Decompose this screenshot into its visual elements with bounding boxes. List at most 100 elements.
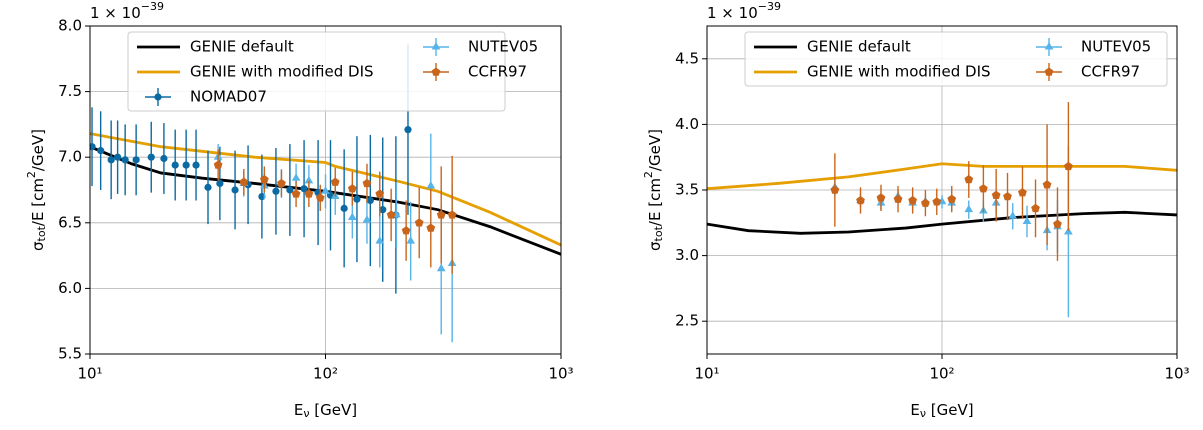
marker (921, 198, 930, 207)
marker (830, 185, 840, 194)
marker (147, 153, 155, 161)
marker (231, 186, 239, 194)
marker (1042, 180, 1052, 189)
marker (304, 175, 314, 184)
y-axis-label: σtot/E [cm2/GeV] (642, 129, 665, 251)
marker (291, 173, 301, 181)
label-sub: tot (35, 225, 48, 241)
label-sup: 2 (25, 171, 38, 178)
marker (1031, 203, 1040, 213)
label-part: σ (646, 241, 664, 251)
x-axis-label: Eν [GeV] (294, 401, 357, 421)
marker (964, 204, 974, 213)
legend-label: CCFR97 (1081, 63, 1140, 81)
marker (401, 226, 411, 235)
marker (426, 223, 436, 232)
y-tick-label: 8.0 (58, 17, 82, 35)
panel: 10¹ 10² 10³ 5.5 6.0 6.5 7.0 7.5 8.0 1 × 10−39 Eν [… (25, 0, 574, 420)
marker (447, 210, 457, 219)
marker (1003, 191, 1012, 201)
offset-base: 1 × 10 (707, 4, 758, 22)
line (90, 132, 561, 247)
legend-label: GENIE default (190, 38, 294, 56)
line (707, 162, 1177, 191)
marker (348, 212, 357, 221)
marker (932, 197, 942, 206)
marker (436, 210, 446, 219)
marker (90, 143, 96, 151)
marker (259, 174, 269, 184)
legend-label: NOMAD07 (190, 88, 267, 106)
panel: 10¹ 10² 10³ 2.5 3.0 3.5 4.0 4.5 1 × 10−39 Eν [GeV… (642, 0, 1190, 420)
label-part: [GeV] (926, 401, 974, 419)
legend-label: NUTEV05 (468, 38, 538, 56)
y-tick-label: 7.5 (58, 82, 82, 100)
y-tick-label: 5.5 (58, 345, 82, 363)
marker (182, 161, 190, 169)
marker (353, 195, 361, 203)
legend-label: CCFR97 (468, 63, 527, 81)
legend-marker (431, 67, 441, 76)
marker (1053, 219, 1062, 228)
marker (375, 236, 385, 244)
label-part: /E [cm (646, 178, 664, 226)
marker (893, 194, 903, 203)
offset-exp: −39 (141, 0, 164, 13)
marker (362, 178, 372, 188)
label-part: [GeV] (310, 401, 358, 419)
marker (330, 177, 340, 186)
label-sup: 2 (642, 171, 655, 178)
marker (304, 189, 314, 198)
marker (171, 161, 179, 169)
marker (204, 183, 212, 191)
marker (107, 156, 115, 164)
marker (300, 185, 308, 193)
plot-area (90, 44, 561, 343)
marker (1064, 226, 1073, 235)
legend-marker (154, 93, 162, 101)
marker (964, 174, 974, 184)
label-part: E (294, 401, 303, 419)
label-part: σ (29, 241, 47, 251)
y-axis-label: σtot/E [cm2/GeV] (25, 129, 48, 251)
label-part: E (910, 401, 919, 419)
y-tick-label: 7.0 (58, 148, 82, 166)
axes-frame (89, 25, 562, 355)
marker (1022, 216, 1032, 224)
legend-label: GENIE with modified DIS (190, 63, 374, 81)
x-tick-label: 10³ (1164, 365, 1189, 383)
label-sub: ν (920, 407, 926, 420)
x-tick-label: 10³ (548, 365, 573, 383)
marker (436, 263, 446, 272)
y-tick-label: 3.0 (675, 246, 699, 264)
offset-text: 1 × 10−39 (90, 0, 164, 22)
x-tick-label: 10¹ (694, 365, 719, 383)
marker (347, 184, 357, 193)
legend-label: GENIE with modified DIS (807, 63, 991, 81)
marker (386, 210, 396, 219)
y-tick-label: 6.5 (58, 213, 82, 231)
label-sub: tot (652, 225, 665, 241)
label-part: /GeV] (646, 129, 664, 171)
marker (291, 189, 301, 198)
offset-exp: −39 (758, 0, 781, 13)
marker (426, 181, 436, 189)
marker (216, 179, 224, 188)
axes-frame (706, 25, 1178, 355)
marker (340, 204, 348, 212)
marker (286, 186, 294, 194)
y-tick-label: 3.5 (675, 181, 699, 199)
plot-area (707, 102, 1177, 318)
marker (856, 195, 865, 205)
marker (239, 177, 249, 186)
y-tick-label: 4.0 (675, 115, 699, 133)
marker (414, 218, 424, 227)
x-tick-label: 10¹ (77, 365, 102, 383)
label-part: /GeV] (29, 129, 47, 171)
line (707, 210, 1177, 235)
marker (375, 189, 385, 198)
offset-text: 1 × 10−39 (707, 0, 781, 22)
y-tick-label: 4.5 (675, 49, 699, 67)
legend-label: NUTEV05 (1081, 38, 1151, 56)
